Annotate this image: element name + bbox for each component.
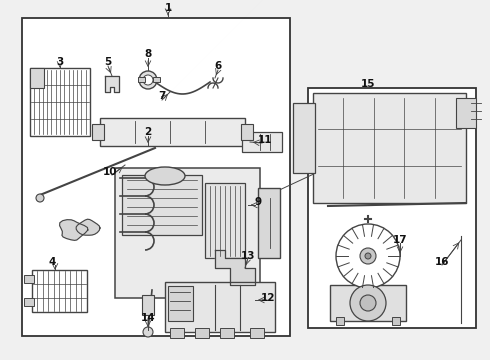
Bar <box>308 88 476 328</box>
Bar <box>293 103 315 173</box>
Bar <box>122 175 202 235</box>
Text: 14: 14 <box>141 313 155 323</box>
Circle shape <box>143 327 153 337</box>
Circle shape <box>360 248 376 264</box>
Bar <box>32 270 87 312</box>
Text: 2: 2 <box>145 127 151 137</box>
Bar <box>330 285 406 321</box>
Bar <box>115 168 260 298</box>
Text: 8: 8 <box>145 49 151 59</box>
Circle shape <box>365 253 371 259</box>
Polygon shape <box>76 219 100 235</box>
Bar <box>220 328 234 338</box>
Bar <box>336 317 344 325</box>
Text: 13: 13 <box>241 251 255 261</box>
Bar <box>138 77 145 82</box>
Bar <box>92 124 104 140</box>
Text: 16: 16 <box>435 257 449 267</box>
Bar <box>142 295 154 315</box>
Bar <box>250 328 264 338</box>
Text: 12: 12 <box>261 293 275 303</box>
Polygon shape <box>215 250 255 285</box>
Circle shape <box>143 75 153 85</box>
Bar <box>24 298 34 306</box>
Bar <box>456 98 476 128</box>
Bar <box>100 118 245 146</box>
Circle shape <box>139 71 157 89</box>
Bar <box>195 328 209 338</box>
Text: 6: 6 <box>215 61 221 71</box>
Bar <box>242 132 282 152</box>
Text: 17: 17 <box>392 235 407 245</box>
Text: 5: 5 <box>104 57 112 67</box>
Bar <box>30 68 44 88</box>
Circle shape <box>360 295 376 311</box>
Bar <box>313 93 466 203</box>
Polygon shape <box>105 76 119 92</box>
Circle shape <box>336 224 400 288</box>
Bar <box>170 328 184 338</box>
Bar <box>205 183 245 258</box>
Bar <box>30 68 90 136</box>
Circle shape <box>36 194 44 202</box>
Ellipse shape <box>145 167 185 185</box>
Bar <box>392 317 400 325</box>
Text: 3: 3 <box>56 57 64 67</box>
Circle shape <box>350 285 386 321</box>
Text: 1: 1 <box>164 3 171 13</box>
Text: 11: 11 <box>258 135 272 145</box>
Bar <box>258 188 280 258</box>
Text: 7: 7 <box>158 91 166 101</box>
Text: 10: 10 <box>103 167 117 177</box>
Bar <box>24 275 34 283</box>
Polygon shape <box>60 220 88 240</box>
Text: 4: 4 <box>49 257 56 267</box>
Text: 9: 9 <box>254 197 262 207</box>
Bar <box>165 282 275 332</box>
Bar <box>22 18 290 336</box>
Bar <box>153 77 160 82</box>
Text: 15: 15 <box>361 79 375 89</box>
Bar <box>168 286 193 321</box>
Bar <box>241 124 253 140</box>
